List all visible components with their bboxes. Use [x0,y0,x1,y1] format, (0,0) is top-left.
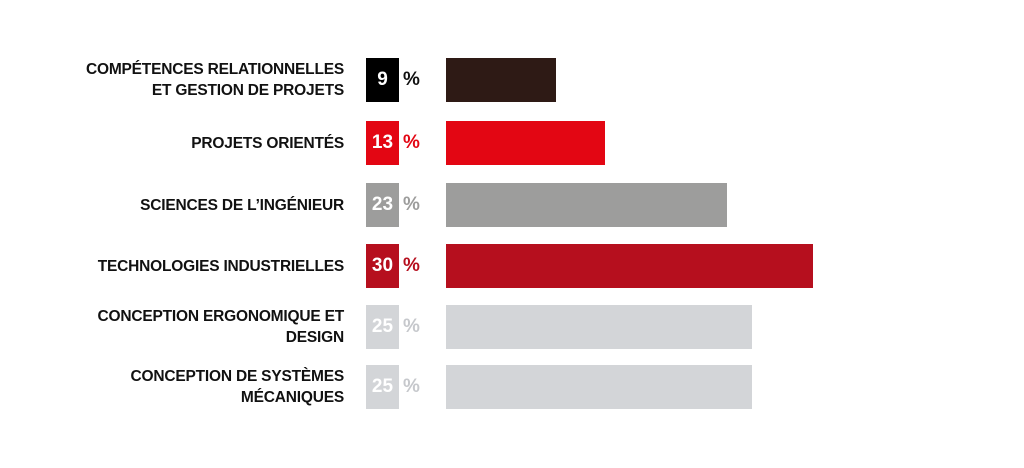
bar [446,183,727,227]
chart-row: PROJETS ORIENTÉS 13% [0,121,1024,165]
chart-row: CONCEPTION DE SYSTÈMES MÉCANIQUES 25% [0,365,1024,409]
chart-row: TECHNOLOGIES INDUSTRIELLES 30% [0,244,1024,288]
category-label-text: PROJETS ORIENTÉS [191,134,344,152]
category-label-text: SCIENCES DE L’INGÉNIEUR [140,196,344,214]
category-label-text: TECHNOLOGIES INDUSTRIELLES [97,257,344,275]
value-label: 9 [366,58,399,102]
category-label: CONCEPTION ERGONOMIQUE ET DESIGN [40,305,345,349]
bar [446,244,813,288]
chart-row: SCIENCES DE L’INGÉNIEUR 23% [0,183,1024,227]
bar [446,58,556,102]
value-label: 13 [366,121,399,165]
category-label: PROJETS ORIENTÉS [40,121,344,165]
percent-sign: % [403,69,420,90]
value-label: 25 [366,365,399,409]
percent-sign: % [403,255,420,276]
category-label: TECHNOLOGIES INDUSTRIELLES [40,244,344,288]
value-label: 23 [366,183,399,227]
chart-row: CONCEPTION ERGONOMIQUE ET DESIGN 25% [0,305,1024,349]
chart-row: COMPÉTENCES RELATIONNELLES ET GESTION DE… [0,58,1024,102]
category-label-text: CONCEPTION DE SYSTÈMES MÉCANIQUES [130,368,345,406]
category-label: SCIENCES DE L’INGÉNIEUR [40,183,344,227]
category-label-text: CONCEPTION ERGONOMIQUE ET DESIGN [97,308,345,346]
value-label: 30 [366,244,399,288]
percent-sign: % [403,132,420,153]
bar [446,305,752,349]
category-label: CONCEPTION DE SYSTÈMES MÉCANIQUES [40,365,345,409]
bar [446,121,605,165]
percent-sign: % [403,316,420,337]
bar [446,365,752,409]
percent-sign: % [403,376,420,397]
value-label: 25 [366,305,399,349]
category-label-text: COMPÉTENCES RELATIONNELLES ET GESTION DE… [85,61,344,99]
category-label: COMPÉTENCES RELATIONNELLES ET GESTION DE… [40,58,344,102]
percent-sign: % [403,194,420,215]
